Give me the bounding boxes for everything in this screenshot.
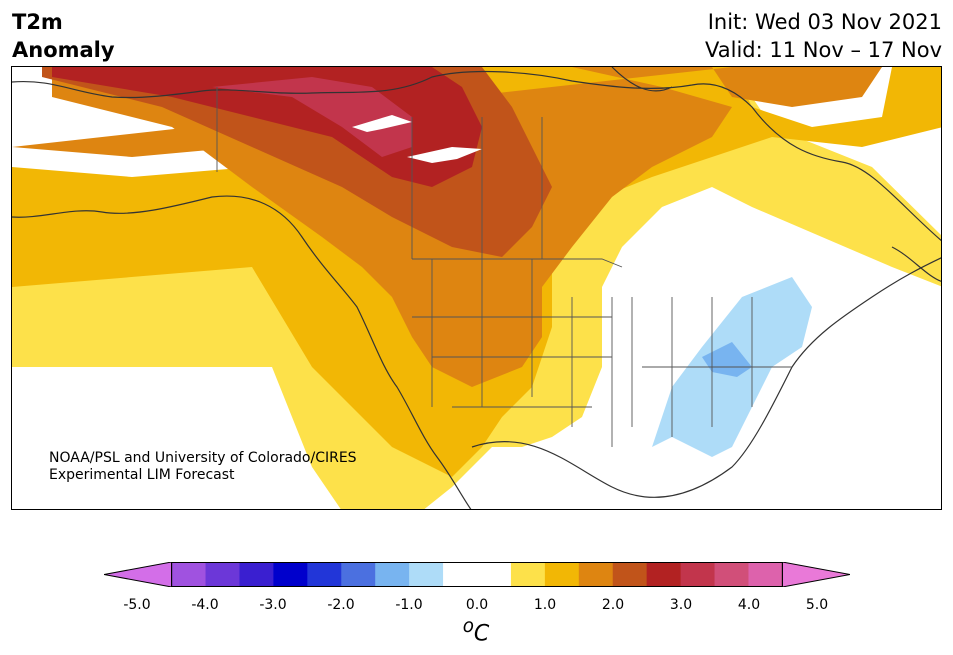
colorbar — [104, 562, 850, 587]
colorbar-cell — [646, 562, 682, 587]
colorbar-cell — [544, 562, 580, 587]
colorbar-cell — [341, 562, 376, 587]
colorbar-tick-label: -2.0 — [327, 597, 355, 613]
anomaly-3-5c-region — [212, 77, 412, 157]
credit-line-1: NOAA/PSL and University of Colorado/CIRE… — [49, 450, 357, 466]
anomaly-map — [11, 66, 942, 510]
colorbar-tick-label: 5.0 — [805, 597, 829, 613]
colorbar-tick-label: -5.0 — [123, 597, 151, 613]
great-bear-lake — [407, 147, 482, 163]
colorbar-right-extension — [781, 562, 850, 587]
title-line-1: T2m — [12, 10, 63, 34]
colorbar-tick-label: 1.0 — [533, 597, 557, 613]
colorbar-unit: oC — [463, 616, 490, 646]
colorbar-cell — [409, 562, 444, 587]
colorbar-tick-label: 3.0 — [669, 597, 693, 613]
colorbar-outline — [171, 562, 783, 587]
colorbar-cell — [443, 562, 478, 587]
colorbar-cell — [273, 562, 308, 587]
credit-line-2: Experimental LIM Forecast — [49, 467, 235, 483]
great-slave-lake — [352, 115, 412, 132]
valid-range: Valid: 11 Nov – 17 Nov — [705, 38, 942, 62]
coastlines — [12, 67, 941, 509]
colorbar-cell — [714, 562, 749, 587]
title-line-2: Anomaly — [12, 38, 115, 62]
unit-letter: C — [473, 621, 490, 647]
credit-text: NOAA/PSL and University of Colorado/CIRE… — [49, 450, 357, 484]
colorbar-tick-label: -4.0 — [191, 597, 219, 613]
forecast-dates: Init: Wed 03 Nov 2021 Valid: 11 Nov – 17… — [705, 8, 942, 64]
anomaly-neg1-5c-region — [702, 342, 752, 377]
colorbar-cell — [680, 562, 716, 587]
colorbar-cell — [612, 562, 648, 587]
colorbar-left-extension — [104, 562, 173, 587]
colorbar-cells — [171, 562, 783, 587]
unit-superscript: o — [462, 616, 474, 637]
colorbar-cell — [205, 562, 240, 587]
colorbar-tick-label: 4.0 — [737, 597, 761, 613]
colorbar-cell — [307, 562, 342, 587]
colorbar-cell — [171, 562, 207, 587]
colorbar-cell — [375, 562, 410, 587]
colorbar-tick-label: -3.0 — [259, 597, 287, 613]
colorbar-cell — [578, 562, 614, 587]
colorbar-cell — [239, 562, 274, 587]
colorbar-tick-label: 0.0 — [465, 597, 489, 613]
colorbar-tick-label: -1.0 — [395, 597, 423, 613]
colorbar-cell — [510, 562, 546, 587]
map-title: T2m Anomaly — [12, 8, 115, 64]
colorbar-cell — [748, 562, 783, 587]
init-date: Init: Wed 03 Nov 2021 — [707, 10, 942, 34]
colorbar-cell — [477, 562, 512, 587]
colorbar-tick-label: 2.0 — [601, 597, 625, 613]
political-borders — [216, 87, 792, 447]
map-svg — [12, 67, 941, 509]
